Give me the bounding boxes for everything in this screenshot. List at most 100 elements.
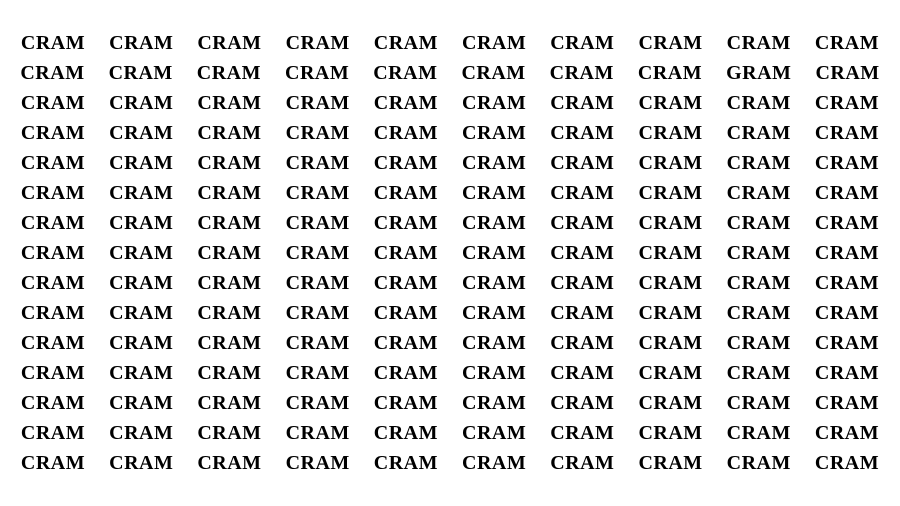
word-cell: CRAM [286,152,350,175]
word-cell: CRAM [638,242,702,265]
word-cell: CRAM [286,242,350,265]
word-cell: CRAM [197,422,261,445]
word-cell: CRAM [638,212,702,235]
word-row: CRAMCRAMCRAMCRAMCRAMCRAMCRAMCRAMCRAMCRAM [20,122,879,145]
word-cell: CRAM [727,242,791,265]
word-row: CRAMCRAMCRAMCRAMCRAMCRAMCRAMCRAMGRAMCRAM [20,62,879,85]
word-cell: CRAM [20,62,84,85]
word-cell: CRAM [462,152,526,175]
word-cell: CRAM [550,392,614,415]
word-cell: CRAM [815,32,879,55]
word-row: CRAMCRAMCRAMCRAMCRAMCRAMCRAMCRAMCRAMCRAM [20,362,879,385]
word-cell: CRAM [815,362,879,385]
word-row: CRAMCRAMCRAMCRAMCRAMCRAMCRAMCRAMCRAMCRAM [20,212,879,235]
word-cell: CRAM [638,272,702,295]
word-cell: CRAM [374,92,438,115]
word-cell: CRAM [21,152,85,175]
word-cell: CRAM [550,362,614,385]
word-cell: CRAM [374,32,438,55]
word-cell: CRAM [462,332,526,355]
word-row: CRAMCRAMCRAMCRAMCRAMCRAMCRAMCRAMCRAMCRAM [20,452,879,475]
word-cell: CRAM [285,62,349,85]
word-cell: CRAM [815,422,879,445]
word-row: CRAMCRAMCRAMCRAMCRAMCRAMCRAMCRAMCRAMCRAM [20,92,879,115]
word-row: CRAMCRAMCRAMCRAMCRAMCRAMCRAMCRAMCRAMCRAM [20,302,879,325]
word-cell: CRAM [109,392,173,415]
word-cell: CRAM [550,152,614,175]
word-cell: CRAM [638,302,702,325]
word-cell: CRAM [815,272,879,295]
word-cell: CRAM [109,362,173,385]
word-cell: CRAM [815,152,879,175]
word-cell: CRAM [638,452,702,475]
word-row: CRAMCRAMCRAMCRAMCRAMCRAMCRAMCRAMCRAMCRAM [20,392,879,415]
word-cell: CRAM [197,212,261,235]
word-cell: CRAM [462,212,526,235]
word-cell: CRAM [638,32,702,55]
word-cell: CRAM [374,302,438,325]
word-cell: CRAM [374,332,438,355]
word-cell: CRAM [462,302,526,325]
word-cell: CRAM [727,452,791,475]
word-cell: CRAM [550,122,614,145]
word-cell: CRAM [727,152,791,175]
word-cell: CRAM [197,452,261,475]
word-cell: CRAM [21,32,85,55]
word-cell: CRAM [550,182,614,205]
word-cell: CRAM [374,152,438,175]
word-cell: CRAM [815,122,879,145]
word-cell: CRAM [197,242,261,265]
word-cell: CRAM [727,392,791,415]
word-cell: CRAM [286,212,350,235]
word-cell: CRAM [197,272,261,295]
word-cell: CRAM [21,392,85,415]
word-cell: CRAM [109,122,173,145]
word-cell: CRAM [815,62,879,85]
word-cell: CRAM [550,272,614,295]
word-cell: CRAM [462,362,526,385]
word-cell: CRAM [374,422,438,445]
word-cell: CRAM [461,62,525,85]
word-cell: CRAM [638,152,702,175]
word-row: CRAMCRAMCRAMCRAMCRAMCRAMCRAMCRAMCRAMCRAM [20,182,879,205]
word-cell: CRAM [638,392,702,415]
word-cell: CRAM [286,92,350,115]
word-cell: CRAM [550,62,614,85]
word-cell: CRAM [815,182,879,205]
word-cell: CRAM [197,362,261,385]
word-cell: CRAM [109,62,173,85]
word-cell: CRAM [638,362,702,385]
word-cell: CRAM [109,32,173,55]
word-cell: CRAM [462,92,526,115]
word-cell: CRAM [462,122,526,145]
word-cell: CRAM [197,302,261,325]
word-cell: CRAM [21,242,85,265]
word-cell: CRAM [550,32,614,55]
word-cell: CRAM [286,362,350,385]
word-row: CRAMCRAMCRAMCRAMCRAMCRAMCRAMCRAMCRAMCRAM [20,272,879,295]
word-cell: CRAM [21,332,85,355]
word-cell: CRAM [197,32,261,55]
word-cell: CRAM [815,452,879,475]
word-row: CRAMCRAMCRAMCRAMCRAMCRAMCRAMCRAMCRAMCRAM [20,242,879,265]
word-cell: CRAM [462,182,526,205]
word-row: CRAMCRAMCRAMCRAMCRAMCRAMCRAMCRAMCRAMCRAM [20,422,879,445]
word-cell: CRAM [374,392,438,415]
word-cell: CRAM [109,242,173,265]
word-cell: CRAM [815,332,879,355]
word-cell: CRAM [286,332,350,355]
word-cell: CRAM [462,242,526,265]
word-cell: CRAM [21,92,85,115]
word-grid: CRAM CRAM CRAM CRAM CRAM CRAM CRAM CRAM CRAM CRAM… [0,12,900,495]
word-cell: CRAM [638,62,702,85]
word-cell: CRAM [286,32,350,55]
word-cell: CRAM [727,332,791,355]
word-cell: CRAM [21,452,85,475]
word-cell: CRAM [727,32,791,55]
word-cell: CRAM [286,452,350,475]
word-cell: CRAM [21,272,85,295]
word-cell: CRAM [109,302,173,325]
word-cell: CRAM [109,452,173,475]
word-cell: CRAM [21,122,85,145]
word-cell: CRAM [374,362,438,385]
